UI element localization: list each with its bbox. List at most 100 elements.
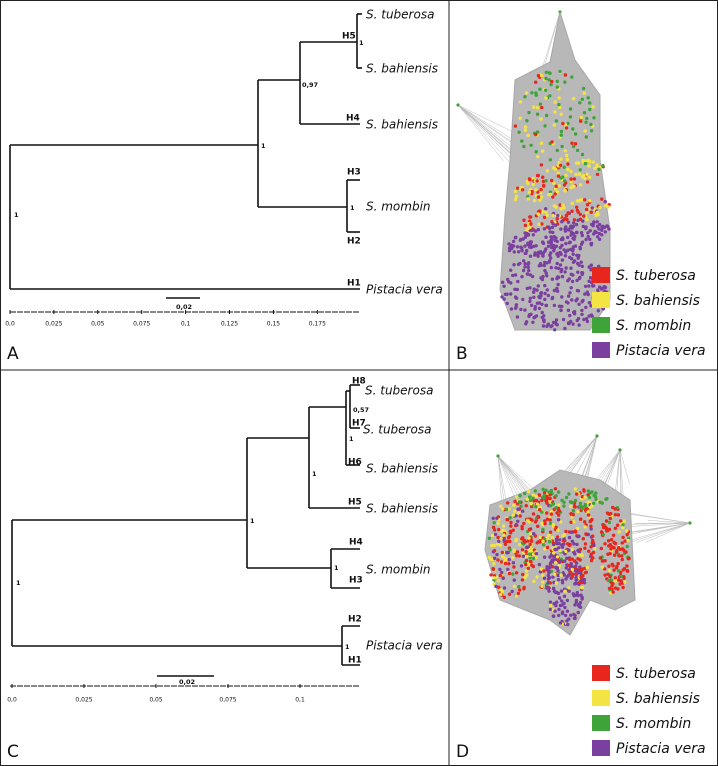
node bbox=[570, 75, 574, 79]
node bbox=[560, 543, 564, 547]
node bbox=[535, 575, 539, 579]
node bbox=[569, 272, 573, 276]
node bbox=[524, 504, 528, 508]
node bbox=[496, 579, 501, 583]
node bbox=[593, 546, 597, 551]
node bbox=[538, 262, 543, 266]
node bbox=[575, 205, 579, 209]
node bbox=[518, 514, 522, 518]
node bbox=[529, 539, 534, 543]
node bbox=[566, 279, 570, 283]
node bbox=[589, 210, 593, 214]
node bbox=[609, 578, 613, 582]
node bbox=[600, 197, 604, 201]
node bbox=[564, 173, 568, 178]
node bbox=[550, 296, 554, 301]
node bbox=[487, 536, 491, 540]
node bbox=[577, 553, 581, 557]
node bbox=[505, 539, 509, 544]
node bbox=[588, 107, 592, 112]
node bbox=[516, 262, 521, 267]
node bbox=[579, 585, 584, 590]
node bbox=[531, 233, 535, 237]
haplotype: H6 bbox=[348, 458, 362, 468]
node bbox=[626, 538, 630, 543]
node bbox=[533, 251, 537, 255]
node bbox=[603, 542, 607, 546]
node bbox=[578, 101, 582, 105]
node bbox=[579, 198, 583, 202]
node bbox=[538, 535, 543, 540]
node bbox=[604, 526, 609, 530]
node bbox=[580, 271, 584, 275]
node bbox=[582, 173, 586, 178]
node bbox=[492, 562, 496, 566]
node bbox=[603, 289, 607, 293]
node bbox=[567, 563, 571, 568]
node bbox=[571, 252, 575, 256]
node bbox=[549, 256, 553, 260]
node bbox=[566, 321, 571, 325]
node bbox=[553, 328, 557, 332]
node bbox=[597, 237, 602, 241]
node bbox=[549, 569, 554, 573]
node bbox=[584, 532, 588, 536]
node bbox=[552, 586, 556, 591]
node bbox=[576, 210, 580, 214]
node bbox=[543, 283, 547, 288]
node bbox=[565, 609, 570, 613]
support: 1 bbox=[14, 211, 19, 219]
node bbox=[491, 567, 495, 571]
axis-tick-label: 0,1 bbox=[181, 321, 191, 328]
node bbox=[559, 133, 563, 137]
node bbox=[575, 526, 580, 531]
node bbox=[570, 500, 575, 505]
node bbox=[566, 121, 570, 126]
node bbox=[506, 567, 510, 572]
node bbox=[519, 307, 523, 312]
node bbox=[582, 317, 586, 322]
node bbox=[544, 179, 548, 183]
node bbox=[585, 203, 590, 207]
node bbox=[505, 517, 509, 522]
node bbox=[496, 535, 500, 540]
node bbox=[559, 112, 563, 117]
axis-tick-label: 0,025 bbox=[75, 697, 92, 704]
node bbox=[491, 525, 496, 529]
node bbox=[550, 536, 554, 540]
node bbox=[553, 238, 557, 243]
node bbox=[505, 292, 509, 296]
node bbox=[579, 231, 584, 235]
node bbox=[531, 182, 535, 187]
node bbox=[566, 308, 571, 312]
node bbox=[498, 543, 503, 548]
node bbox=[562, 601, 566, 606]
node bbox=[548, 530, 553, 534]
node bbox=[516, 591, 521, 596]
node bbox=[509, 531, 513, 535]
node bbox=[564, 213, 569, 218]
node bbox=[562, 500, 566, 504]
node bbox=[548, 190, 553, 194]
node bbox=[553, 187, 558, 191]
node bbox=[582, 488, 586, 492]
node bbox=[579, 119, 583, 123]
node bbox=[571, 97, 576, 101]
node bbox=[548, 518, 552, 522]
node bbox=[524, 91, 529, 95]
node bbox=[521, 554, 526, 558]
node bbox=[621, 523, 625, 527]
node bbox=[515, 550, 520, 554]
node bbox=[550, 324, 554, 328]
node bbox=[607, 568, 612, 573]
node bbox=[570, 539, 575, 543]
node bbox=[557, 503, 561, 507]
node bbox=[569, 561, 573, 566]
node bbox=[580, 152, 585, 157]
node bbox=[556, 174, 561, 178]
node bbox=[583, 502, 588, 507]
node bbox=[578, 245, 582, 250]
node bbox=[534, 188, 538, 192]
node bbox=[542, 215, 547, 220]
node bbox=[537, 562, 542, 567]
